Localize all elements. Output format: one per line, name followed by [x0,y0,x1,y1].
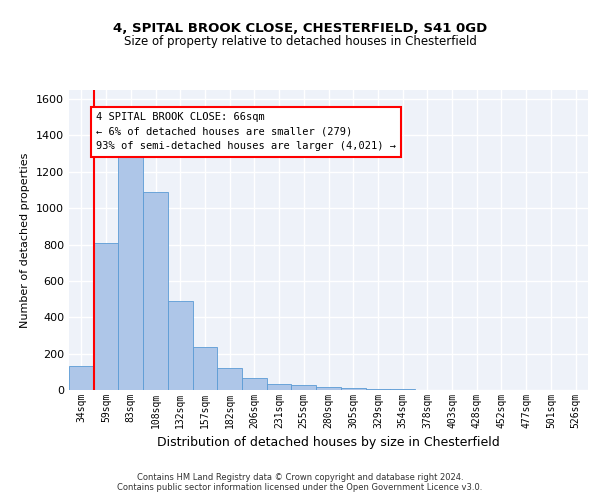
Text: Size of property relative to detached houses in Chesterfield: Size of property relative to detached ho… [124,35,476,48]
Text: 4, SPITAL BROOK CLOSE, CHESTERFIELD, S41 0GD: 4, SPITAL BROOK CLOSE, CHESTERFIELD, S41… [113,22,487,36]
Text: Contains HM Land Registry data © Crown copyright and database right 2024.: Contains HM Land Registry data © Crown c… [137,472,463,482]
X-axis label: Distribution of detached houses by size in Chesterfield: Distribution of detached houses by size … [157,436,500,450]
Bar [267,384,292,390]
Bar [94,242,118,390]
Bar [168,301,193,390]
Bar [341,388,365,390]
Bar [242,378,267,390]
Bar [292,386,316,390]
Bar [316,388,341,390]
Bar [217,368,242,390]
Bar [118,158,143,390]
Text: 4 SPITAL BROOK CLOSE: 66sqm
← 6% of detached houses are smaller (279)
93% of sem: 4 SPITAL BROOK CLOSE: 66sqm ← 6% of deta… [96,112,396,152]
Y-axis label: Number of detached properties: Number of detached properties [20,152,31,328]
Bar [193,348,217,390]
Text: Contains public sector information licensed under the Open Government Licence v3: Contains public sector information licen… [118,484,482,492]
Bar [69,366,94,390]
Bar [365,389,390,390]
Bar [143,192,168,390]
